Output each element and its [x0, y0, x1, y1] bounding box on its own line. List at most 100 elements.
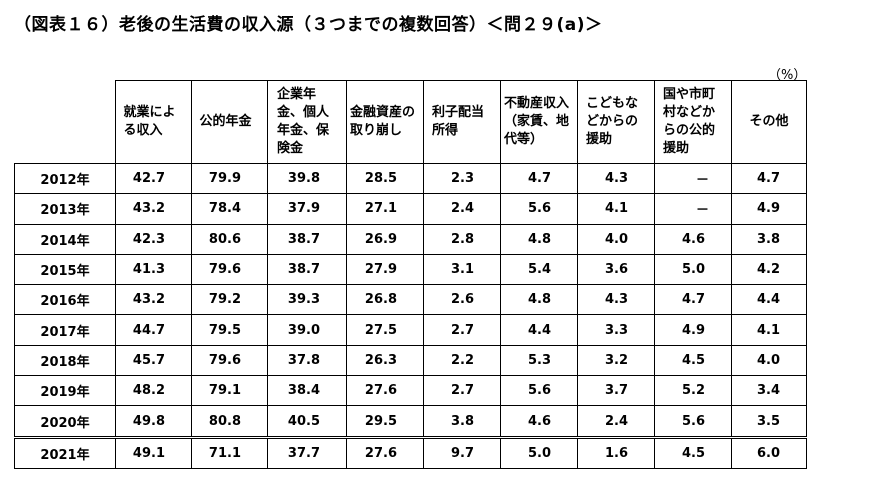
- table-cell: 4.9: [654, 314, 732, 346]
- column-header: 不動産収入（家賃、地代等）: [500, 80, 578, 164]
- table-cell: －: [654, 193, 732, 225]
- table-cell: 3.7: [577, 375, 655, 407]
- table-cell: 6.0: [731, 435, 807, 469]
- table-row: 2012年 42.7 79.9 39.8 28.5 2.3 4.7 4.3 － 4.7: [14, 162, 807, 195]
- table-cell: 2.7: [423, 375, 501, 407]
- row-year-label: 2013年: [14, 193, 116, 225]
- table-cell: 27.9: [346, 253, 424, 286]
- table-cell: 43.2: [115, 193, 192, 225]
- row-year-label: 2019年: [14, 375, 116, 407]
- table-cell: 79.9: [191, 162, 268, 195]
- table-cell: 37.7: [267, 435, 347, 469]
- table-cell: 3.2: [577, 344, 655, 377]
- table-cell: 3.8: [731, 223, 807, 255]
- table-cell: 4.3: [577, 284, 655, 316]
- table-cell: 28.5: [346, 162, 424, 195]
- table-row: 2013年 43.2 78.4 37.9 27.1 2.4 5.6 4.1 － 4.9: [14, 193, 807, 225]
- table-cell: 5.2: [654, 375, 732, 407]
- table-cell: 5.0: [654, 253, 732, 286]
- table-cell: 4.0: [577, 223, 655, 255]
- table-cell: 5.6: [654, 405, 732, 438]
- income-source-table: 就業による収入 公的年金 企業年金、個人年金、保険金 金融資産の取り崩し 利子配…: [14, 80, 807, 469]
- table-row: 2020年 49.8 80.8 40.5 29.5 3.8 4.6 2.4 5.6 3.5: [14, 405, 807, 438]
- table-cell: 26.3: [346, 344, 424, 377]
- table-cell: 4.7: [500, 162, 578, 195]
- table-cell: 29.5: [346, 405, 424, 438]
- table-cell: 4.5: [654, 435, 732, 469]
- column-header: 金融資産の取り崩し: [346, 80, 424, 164]
- table-cell: 4.1: [577, 193, 655, 225]
- column-header-label: こどもなどからの援助: [586, 96, 639, 147]
- column-header-label: 不動産収入（家賃、地代等）: [504, 96, 570, 147]
- row-year-label: 2020年: [14, 405, 116, 438]
- table-cell: 39.8: [267, 162, 347, 195]
- table-cell: 4.5: [654, 344, 732, 377]
- table-cell: 4.4: [731, 284, 807, 316]
- table-cell: 27.1: [346, 193, 424, 225]
- table-cell: 27.6: [346, 435, 424, 469]
- page-title: （図表１６）老後の生活費の収入源（３つまでの複数回答）＜問２９(a)＞: [14, 15, 603, 35]
- column-header: 公的年金: [191, 80, 268, 164]
- table-cell: 44.7: [115, 314, 192, 346]
- table-cell: 1.6: [577, 435, 655, 469]
- table-cell: －: [654, 162, 732, 195]
- column-header-label: 企業年金、個人年金、保険金: [277, 87, 330, 156]
- table-cell: 39.3: [267, 284, 347, 316]
- table-cell: 4.8: [500, 284, 578, 316]
- table-cell: 40.5: [267, 405, 347, 438]
- table-cell: 80.6: [191, 223, 268, 255]
- column-header-label: 就業による収入: [123, 105, 176, 138]
- table-cell: 79.6: [191, 344, 268, 377]
- table-cell: 3.6: [577, 253, 655, 286]
- header-row: 就業による収入 公的年金 企業年金、個人年金、保険金 金融資産の取り崩し 利子配…: [14, 80, 807, 164]
- table-cell: 38.7: [267, 253, 347, 286]
- table-cell: 38.7: [267, 223, 347, 255]
- corner-cell: [14, 80, 116, 164]
- table-cell: 2.7: [423, 314, 501, 346]
- table-row: 2014年 42.3 80.6 38.7 26.9 2.8 4.8 4.0 4.6 3.8: [14, 223, 807, 255]
- table-cell: 2.3: [423, 162, 501, 195]
- table-cell: 4.0: [731, 344, 807, 377]
- table-cell: 4.6: [654, 223, 732, 255]
- table-cell: 5.6: [500, 375, 578, 407]
- table-cell: 37.8: [267, 344, 347, 377]
- table-cell: 4.1: [731, 314, 807, 346]
- column-header: その他: [731, 80, 807, 164]
- table-cell: 43.2: [115, 284, 192, 316]
- column-header-label: 国や市町村などからの公的援助: [663, 87, 716, 156]
- column-header: 利子配当所得: [423, 80, 501, 164]
- table-cell: 39.0: [267, 314, 347, 346]
- table-cell: 9.7: [423, 435, 501, 469]
- table-cell: 48.2: [115, 375, 192, 407]
- row-year-label: 2014年: [14, 223, 116, 255]
- table-cell: 42.3: [115, 223, 192, 255]
- table-cell: 3.1: [423, 253, 501, 286]
- table-cell: 2.4: [577, 405, 655, 438]
- table-cell: 78.4: [191, 193, 268, 225]
- table-cell: 2.8: [423, 223, 501, 255]
- table-cell: 5.6: [500, 193, 578, 225]
- table-cell: 2.4: [423, 193, 501, 225]
- column-header: 国や市町村などからの公的援助: [654, 80, 732, 164]
- table-cell: 5.3: [500, 344, 578, 377]
- table-cell: 4.2: [731, 253, 807, 286]
- table-cell: 79.2: [191, 284, 268, 316]
- row-year-label: 2016年: [14, 284, 116, 316]
- table-row: 2019年 48.2 79.1 38.4 27.6 2.7 5.6 3.7 5.2 3.4: [14, 375, 807, 407]
- column-header: 企業年金、個人年金、保険金: [267, 80, 347, 164]
- table-row: 2018年 45.7 79.6 37.8 26.3 2.2 5.3 3.2 4.5 4.0: [14, 344, 807, 377]
- table-cell: 26.9: [346, 223, 424, 255]
- table-cell: 27.6: [346, 375, 424, 407]
- table-cell: 45.7: [115, 344, 192, 377]
- column-header: こどもなどからの援助: [577, 80, 655, 164]
- table-cell: 26.8: [346, 284, 424, 316]
- table-cell: 3.8: [423, 405, 501, 438]
- unit-label: （%）: [768, 68, 807, 83]
- table-cell: 37.9: [267, 193, 347, 225]
- table-cell: 4.6: [500, 405, 578, 438]
- row-year-label: 2021年: [14, 435, 116, 469]
- table-cell: 3.5: [731, 405, 807, 438]
- table-cell: 5.0: [500, 435, 578, 469]
- table-cell: 4.9: [731, 193, 807, 225]
- table-cell: 42.7: [115, 162, 192, 195]
